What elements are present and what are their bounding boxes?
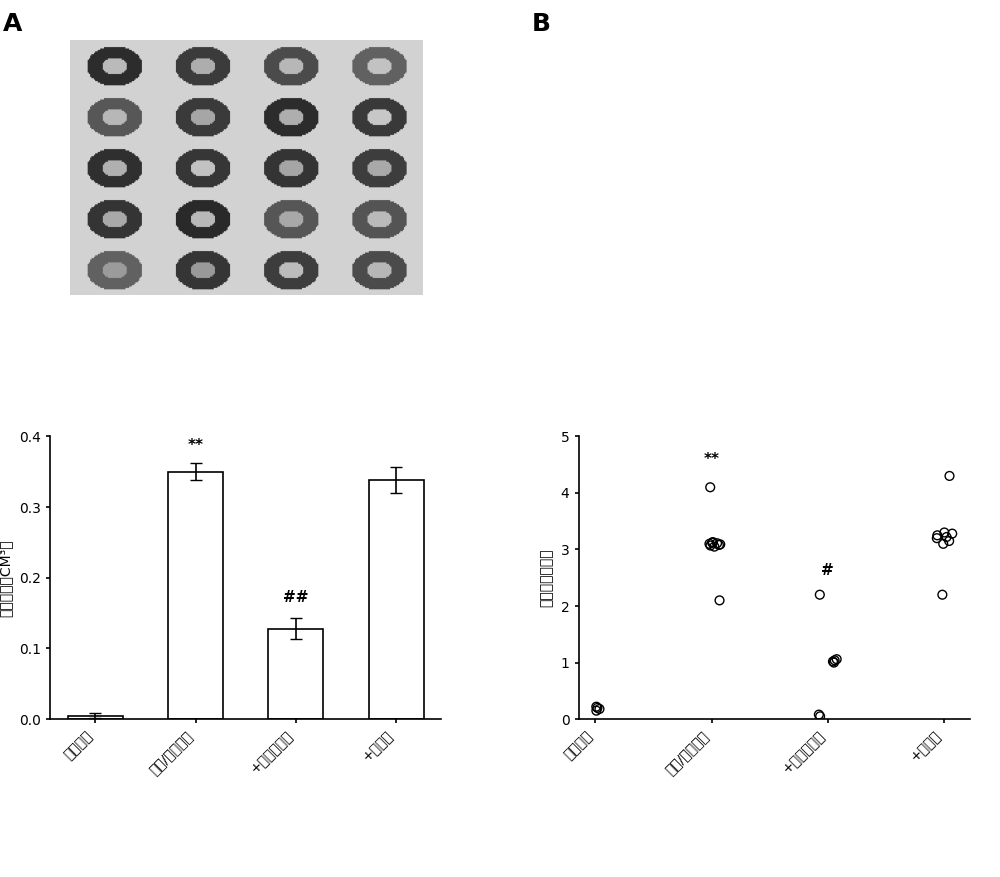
Point [929, 528, 945, 542]
Point [712, 594, 728, 608]
Text: **: ** [704, 453, 720, 467]
Y-axis label: 梗死体积（CM³）: 梗死体积（CM³） [0, 539, 12, 617]
Point [941, 534, 957, 548]
Point [701, 537, 717, 551]
Point [812, 588, 828, 602]
Point [704, 536, 720, 550]
Point [827, 653, 843, 667]
Point [589, 701, 605, 715]
Point [702, 481, 718, 495]
Point [825, 654, 841, 668]
Text: #: # [821, 563, 834, 578]
Point [706, 539, 722, 553]
Text: ##: ## [283, 590, 309, 605]
Point [944, 526, 960, 540]
Point [711, 538, 727, 552]
Point [591, 702, 607, 716]
Point [588, 700, 604, 714]
Point [934, 588, 950, 602]
Text: **: ** [188, 438, 204, 453]
Y-axis label: 神经生物学评分: 神经生物学评分 [540, 548, 554, 607]
Point [709, 536, 725, 550]
Point [826, 656, 842, 670]
Point [811, 708, 827, 722]
Point [588, 703, 604, 717]
Point [942, 469, 958, 483]
Bar [68, 716, 123, 719]
Point [812, 709, 828, 724]
Point [829, 652, 845, 667]
Point [702, 538, 718, 553]
Point [712, 538, 728, 552]
Bar [168, 472, 223, 719]
Text: B: B [532, 12, 551, 36]
Point [935, 537, 951, 551]
Bar [268, 629, 323, 719]
Point [936, 525, 952, 539]
Point [705, 535, 721, 549]
Bar [369, 481, 424, 719]
Text: A: A [3, 12, 22, 36]
Point [929, 531, 945, 545]
Point [939, 530, 955, 544]
